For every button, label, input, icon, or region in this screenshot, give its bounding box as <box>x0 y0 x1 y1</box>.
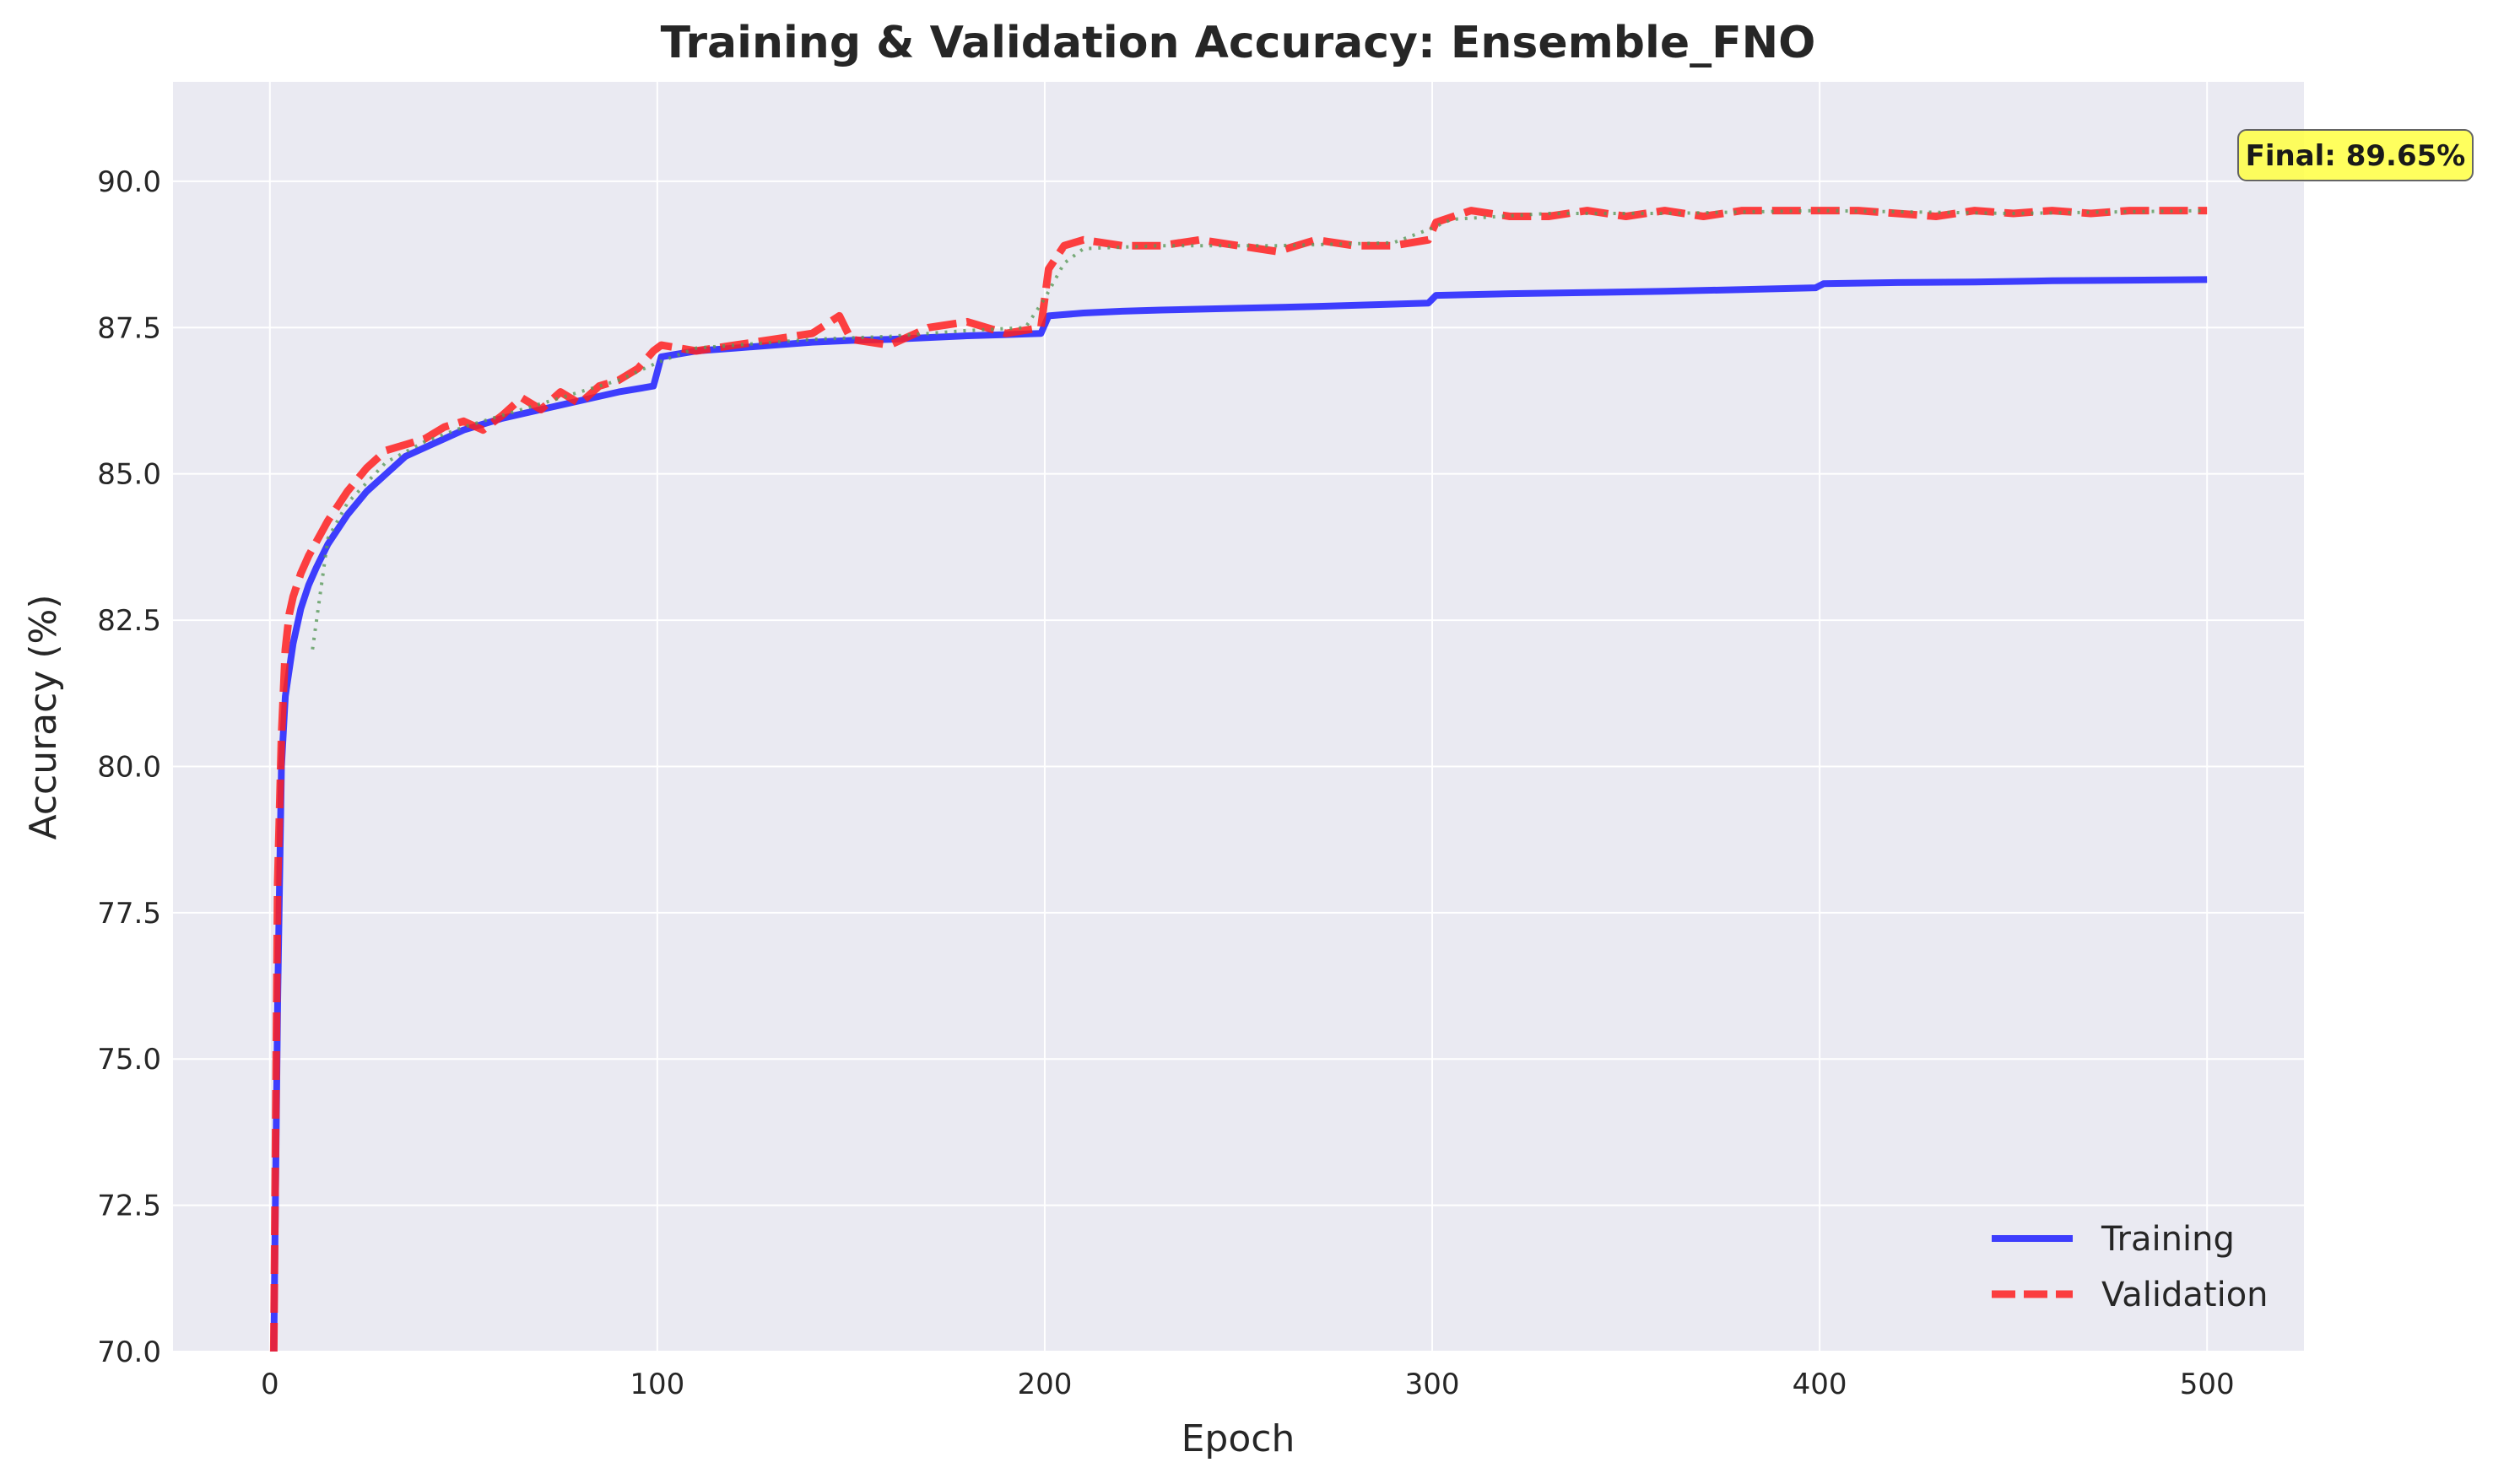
tick-labels: 0 100 200 300 400 500 70.0 72.5 75.0 77.5 80.0 82.5… <box>97 165 2234 1401</box>
legend: Training Validation <box>1992 1220 2269 1314</box>
plot-background <box>173 82 2304 1352</box>
y-tick-label: 90.0 <box>97 165 161 199</box>
series-line-training <box>270 276 2208 1352</box>
y-tick-label: 75.0 <box>97 1043 161 1077</box>
y-tick-label: 87.5 <box>97 311 161 345</box>
final-annotation-text: Final: 89.65% <box>2246 139 2466 173</box>
x-tick-label: 200 <box>1018 1368 1073 1401</box>
grid-lines <box>173 82 2304 1352</box>
x-tick-label: 400 <box>1793 1368 1847 1401</box>
series-layer <box>269 207 2208 1352</box>
x-tick-label: 500 <box>2180 1368 2235 1401</box>
x-axis-label: Epoch <box>1182 1417 1295 1460</box>
y-tick-label: 85.0 <box>97 458 161 492</box>
y-tick-label: 72.5 <box>97 1190 161 1223</box>
chart-title: Training & Validation Accuracy: Ensemble… <box>661 18 1816 68</box>
y-axis-label: Accuracy (%) <box>22 594 65 839</box>
final-annotation-box <box>2237 129 2474 181</box>
series-line-trend <box>311 208 2208 650</box>
x-tick-label: 300 <box>1405 1368 1460 1401</box>
annotation-layer: Final: 89.65% <box>2237 129 2474 181</box>
x-tick-label: 100 <box>630 1368 684 1401</box>
y-tick-label: 82.5 <box>97 604 161 638</box>
y-tick-label: 80.0 <box>97 750 161 784</box>
series-line-validation <box>269 207 2208 1352</box>
y-tick-label: 70.0 <box>97 1336 161 1369</box>
x-tick-label: 0 <box>261 1368 279 1401</box>
legend-label-validation: Validation <box>2101 1276 2269 1314</box>
legend-label-training: Training <box>2101 1220 2235 1259</box>
y-tick-label: 77.5 <box>97 897 161 931</box>
